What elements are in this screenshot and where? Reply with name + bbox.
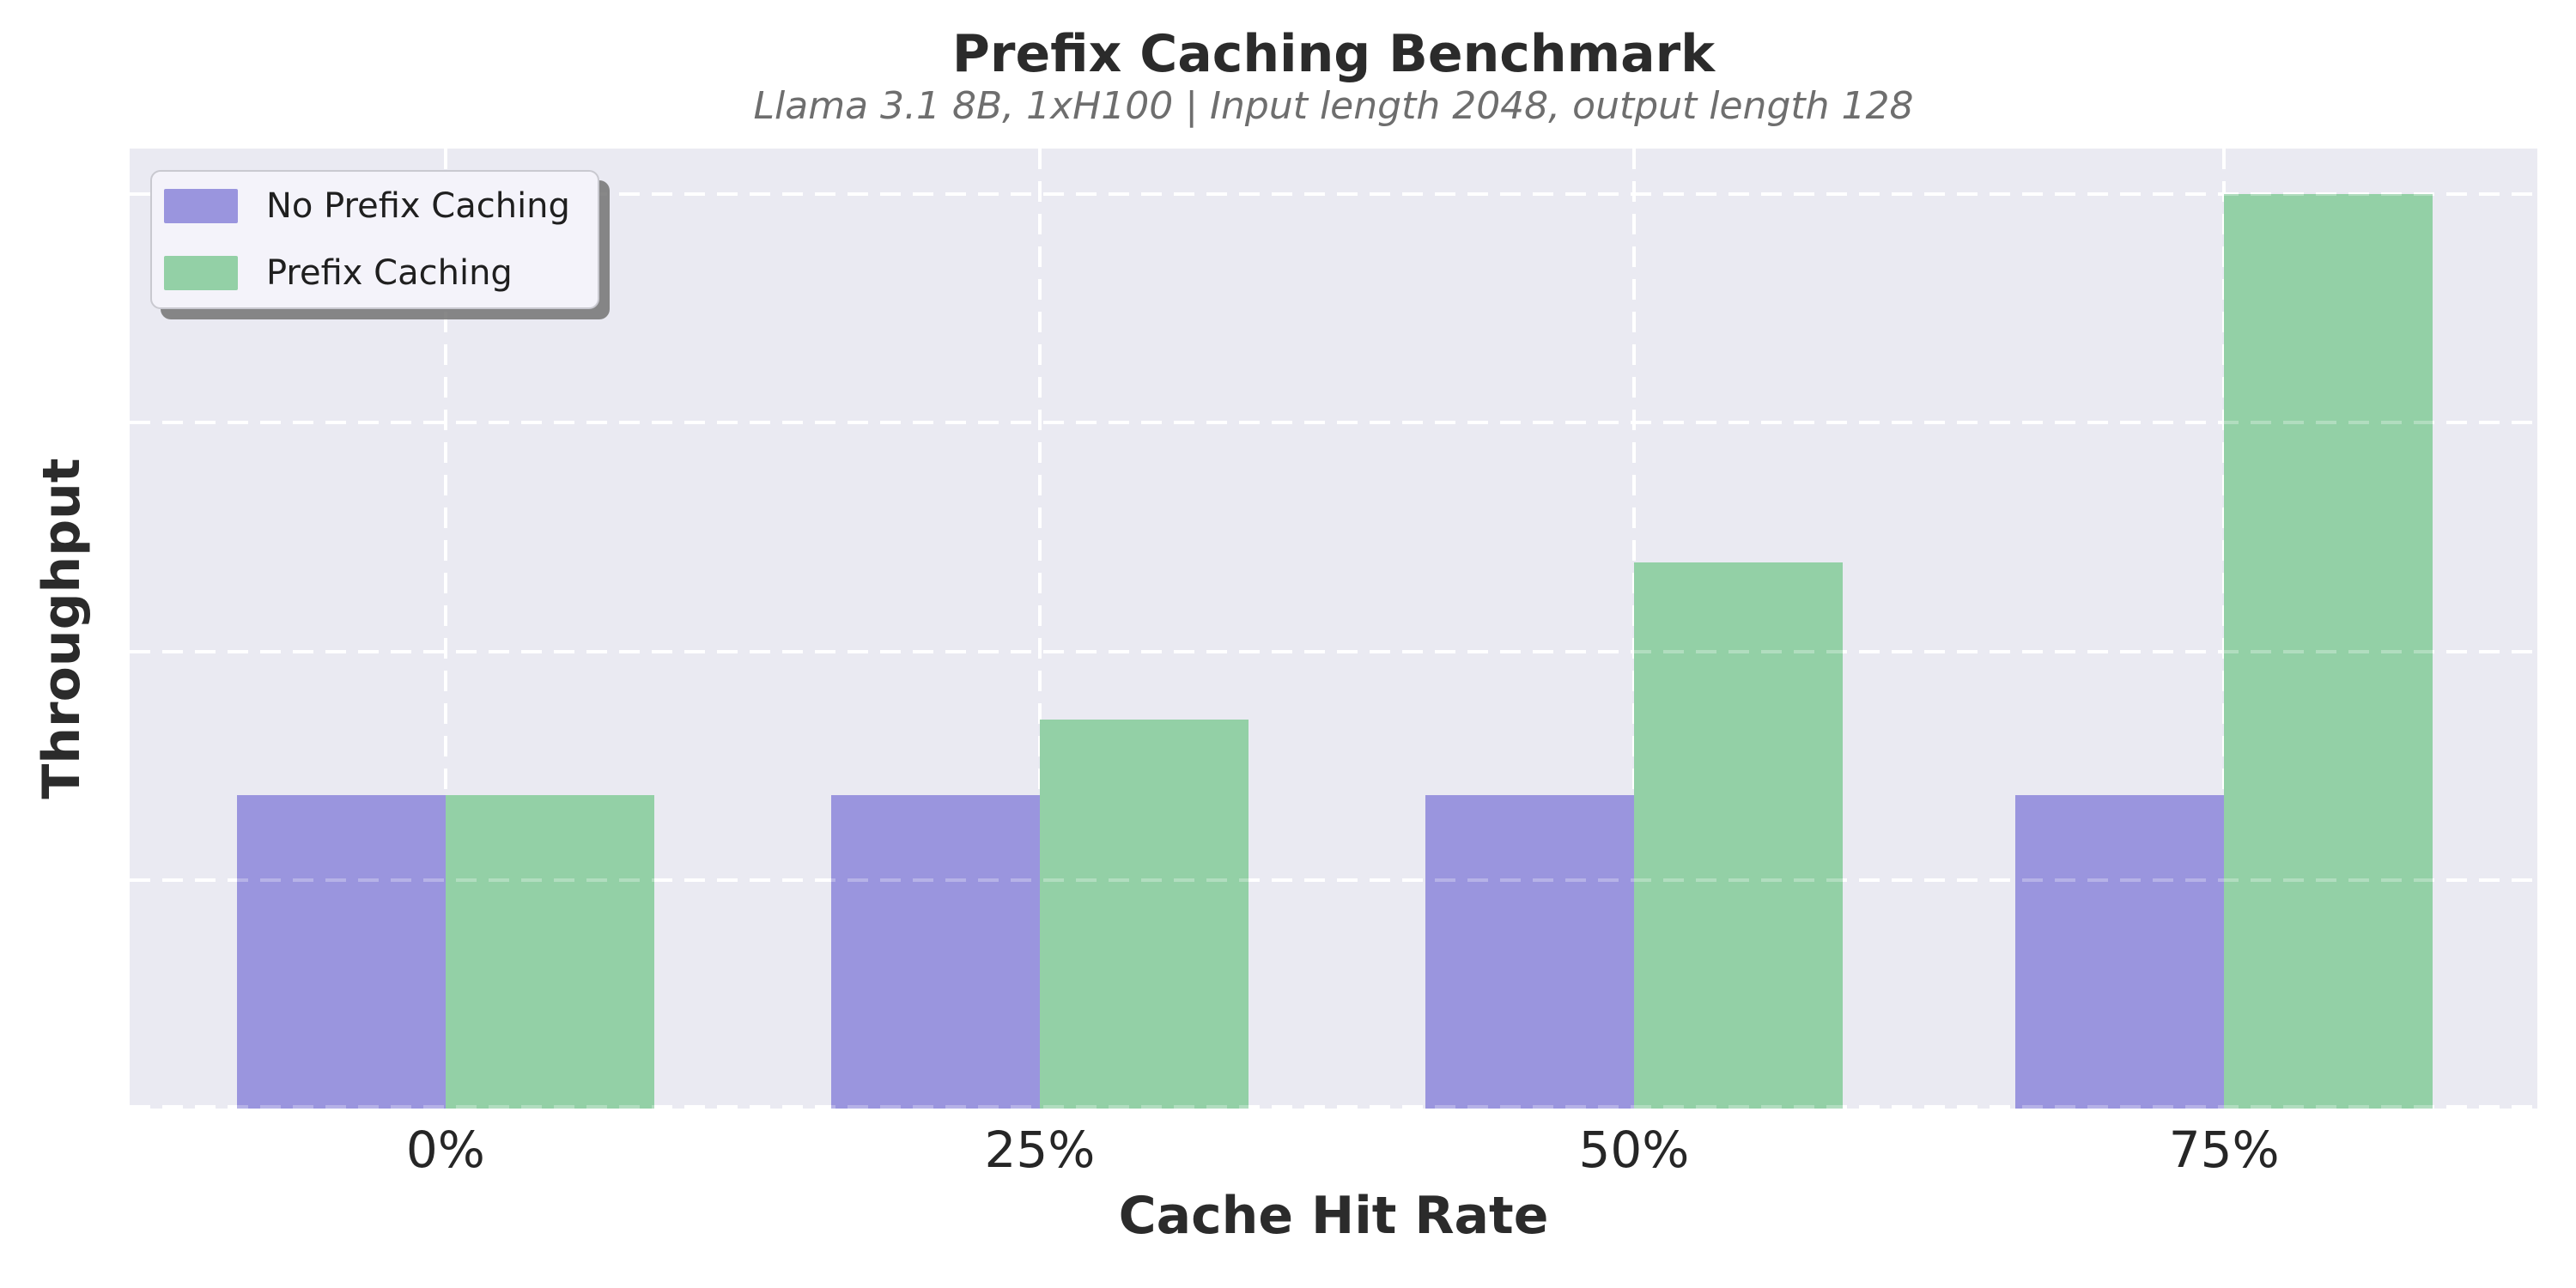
bar-prefix-caching-0% <box>445 795 654 1109</box>
x-axis-label: Cache Hit Rate <box>1118 1186 1549 1246</box>
legend: No Prefix Caching Prefix Caching <box>150 170 599 309</box>
x-tick-label-75%: 75% <box>2168 1121 2280 1179</box>
h-gridline-4 <box>130 192 2537 197</box>
chart-subtitle: Llama 3.1 8B, 1xH100 | Input length 2048… <box>753 84 1914 128</box>
h-gridline-overlay-1 <box>130 878 2537 882</box>
chart-title: Prefix Caching Benchmark <box>951 24 1716 84</box>
legend-label-no-prefix-caching: No Prefix Caching <box>266 186 570 226</box>
bar-no-prefix-caching-75% <box>2015 795 2225 1109</box>
bar-prefix-caching-75% <box>2224 194 2433 1109</box>
y-axis-label: Throughput <box>32 458 92 799</box>
v-gridline-0% <box>443 149 447 1109</box>
v-gridline-25% <box>1037 149 1042 1109</box>
h-gridline-3 <box>130 421 2537 425</box>
bar-prefix-caching-50% <box>1633 562 1843 1109</box>
h-gridline-0 <box>130 1105 2537 1109</box>
x-tick-label-25%: 25% <box>984 1121 1096 1179</box>
legend-swatch-prefix-caching <box>164 256 238 290</box>
h-gridline-1 <box>130 878 2537 882</box>
legend-entry-no-prefix-caching: No Prefix Caching <box>164 189 580 223</box>
bar-no-prefix-caching-50% <box>1425 795 1634 1109</box>
bar-no-prefix-caching-0% <box>236 795 446 1109</box>
h-gridline-overlay-4 <box>130 192 2537 197</box>
h-gridline-overlay-3 <box>130 421 2537 425</box>
h-gridline-2 <box>130 649 2537 653</box>
x-tick-label-50%: 50% <box>1578 1121 1690 1179</box>
legend-label-prefix-caching: Prefix Caching <box>266 253 513 293</box>
bar-prefix-caching-25% <box>1039 720 1249 1109</box>
plot-area: No Prefix Caching Prefix Caching <box>130 149 2537 1109</box>
x-tick-label-0%: 0% <box>405 1121 485 1179</box>
h-gridline-overlay-2 <box>130 649 2537 653</box>
h-gridline-overlay-0 <box>130 1105 2537 1109</box>
legend-entry-prefix-caching: Prefix Caching <box>164 256 580 290</box>
bar-no-prefix-caching-25% <box>830 795 1040 1109</box>
legend-swatch-no-prefix-caching <box>164 189 238 223</box>
